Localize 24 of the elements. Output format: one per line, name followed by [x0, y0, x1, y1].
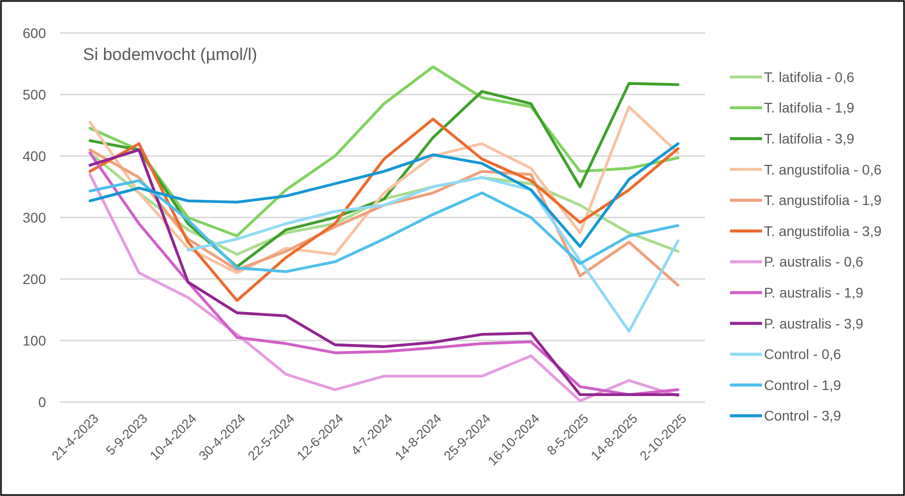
line-series — [88, 179, 680, 274]
legend-label: P. australis - 1,9 — [764, 284, 864, 300]
legend-label: T. angustifolia - 1,9 — [764, 192, 882, 208]
y-tick-label: 500 — [22, 86, 46, 102]
y-tick-label: 300 — [22, 209, 46, 226]
y-tick-label: 200 — [22, 270, 46, 287]
legend-label: T. latifolia - 0,6 — [764, 68, 854, 85]
legend-label: Control - 3,9 — [764, 408, 842, 424]
y-tick-label: 0 — [38, 394, 46, 410]
legend-label: P. australis - 0,6 — [764, 254, 864, 270]
text: Si bodemvocht (µmol/l) — [83, 45, 258, 64]
legend-label: T. angustifolia - 0,6 — [764, 161, 882, 178]
legend-label: T. latifolia - 1,9 — [764, 100, 854, 116]
legend-label: P. australis - 3,9 — [764, 315, 864, 332]
line-series — [186, 176, 680, 333]
y-tick-label: 600 — [22, 24, 46, 41]
legend-label: T. latifolia - 3,9 — [764, 130, 854, 146]
legend-label: Control - 0,6 — [764, 346, 842, 362]
legend-label: T. angustifolia - 3,9 — [764, 222, 882, 239]
y-tick-label: 100 — [22, 332, 46, 348]
y-tick-label: 400 — [22, 148, 46, 164]
line-series — [88, 142, 680, 248]
line-series — [88, 118, 680, 302]
legend-label: Control - 1,9 — [764, 376, 842, 393]
